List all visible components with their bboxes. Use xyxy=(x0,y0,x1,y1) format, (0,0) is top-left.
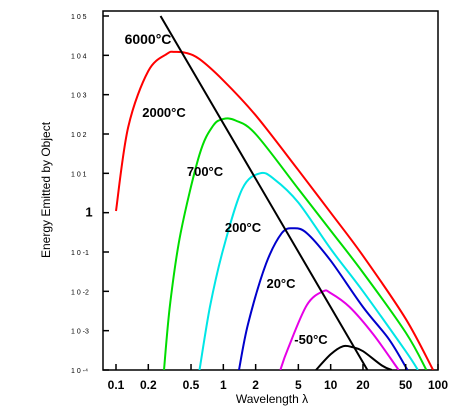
curve-label-0: 6000°C xyxy=(125,31,172,47)
x-tick-label-7: 20 xyxy=(356,378,370,392)
curve-label-1: 2000°C xyxy=(142,105,186,120)
x-tick-label-8: 50 xyxy=(399,378,413,392)
y-tick-label-2: 1 0 3 xyxy=(71,93,87,100)
x-tick-label-6: 10 xyxy=(324,378,338,392)
peak-line-group xyxy=(159,15,369,370)
y-tick-label-5: 1 xyxy=(85,205,92,220)
series-line-5 xyxy=(315,344,393,370)
series-line-2 xyxy=(198,171,419,370)
y-tick-label-9: 1 0 -⁴ xyxy=(71,368,88,375)
y-tick-label-1: 1 0 4 xyxy=(71,53,87,60)
x-tick-label-9: 100 xyxy=(428,378,448,392)
y-tick-label-8: 1 0 -3 xyxy=(71,329,89,336)
curve-label-3: 200°C xyxy=(225,220,262,235)
x-axis-ticks: 0.1 0.2 0.5 1 2 5 10 20 50 100 xyxy=(108,364,448,392)
x-tick-label-1: 0.2 xyxy=(140,378,157,392)
y-tick-label-6: 1 0 -1 xyxy=(71,250,89,257)
curve-label-2: 700°C xyxy=(187,164,224,179)
peak-line xyxy=(159,15,369,370)
series-line-0 xyxy=(115,50,434,370)
y-tick-label-3: 1 0 2 xyxy=(71,132,87,139)
x-tick-label-5: 5 xyxy=(295,378,302,392)
curve-label-4: 20°C xyxy=(266,276,296,291)
curves-group xyxy=(115,50,434,370)
y-tick-label-7: 1 0 -2 xyxy=(71,289,89,296)
x-axis-title: Wavelength λ xyxy=(236,392,308,406)
y-tick-label-4: 1 0 1 xyxy=(71,171,87,178)
series-line-4 xyxy=(279,289,400,370)
x-tick-label-3: 1 xyxy=(220,378,227,392)
series-line-1 xyxy=(163,117,428,370)
x-tick-label-0: 0.1 xyxy=(108,378,125,392)
x-tick-label-2: 0.5 xyxy=(183,378,200,392)
curve-label-5: -50°C xyxy=(294,332,328,347)
y-axis-ticks: 1 0 5 1 0 4 1 0 3 1 0 2 1 0 1 1 1 0 -1 1 0 -2 1 … xyxy=(71,14,109,375)
plot-frame xyxy=(102,10,439,371)
y-tick-label-0: 1 0 5 xyxy=(71,14,87,21)
y-axis-title: Energy Emitted by Object xyxy=(39,121,53,258)
series-line-3 xyxy=(238,227,409,370)
curve-labels-group: 6000°C 2000°C 700°C 200°C 20°C -50°C xyxy=(125,31,329,347)
x-tick-label-4: 2 xyxy=(252,378,259,392)
